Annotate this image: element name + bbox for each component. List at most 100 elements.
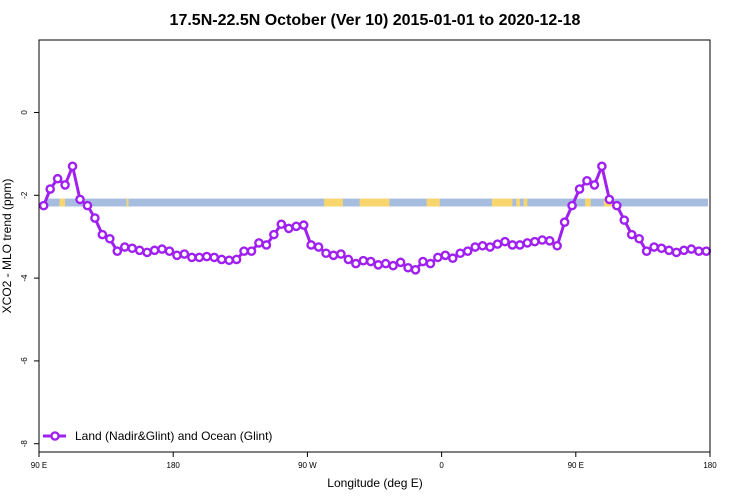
- data-point: [447, 253, 458, 264]
- data-point: [641, 246, 652, 256]
- data-point: [500, 236, 510, 247]
- data-point: [38, 200, 49, 211]
- data-point: [82, 200, 93, 211]
- data-point: [157, 244, 167, 254]
- y-axis-label: XCO2 - MLO trend (ppm): [0, 179, 14, 314]
- data-point: [537, 235, 548, 245]
- y-axis: 0 -2 -4 -6 -8: [20, 110, 39, 447]
- x-tick-label: 180: [703, 461, 717, 470]
- data-point: [440, 250, 451, 261]
- data-point: [224, 255, 234, 266]
- y-tick-label: 0: [20, 110, 29, 115]
- data-point: [75, 194, 85, 205]
- data-point: [164, 246, 175, 256]
- x-axis-label: Longitude (deg E): [327, 476, 422, 490]
- y-tick-label: -4: [20, 274, 29, 282]
- data-point: [216, 254, 227, 265]
- land-band-segment: [585, 198, 591, 207]
- data-point: [313, 242, 324, 252]
- data-point: [388, 260, 398, 271]
- x-tick-label: 90 E: [31, 461, 47, 470]
- x-tick-label: 90 W: [298, 461, 317, 470]
- land-band-segment: [324, 198, 343, 207]
- data-point: [664, 245, 674, 256]
- data-point: [194, 252, 205, 263]
- data-point: [410, 265, 421, 275]
- data-point: [656, 243, 667, 254]
- data-point: [626, 229, 637, 240]
- data-point: [701, 246, 712, 256]
- data-point: [559, 217, 570, 227]
- data-point: [671, 247, 682, 258]
- data-point: [529, 236, 540, 247]
- data-point: [269, 229, 279, 240]
- data-point: [105, 233, 115, 244]
- legend-marker-swatch: [50, 431, 60, 441]
- data-point: [187, 252, 197, 263]
- plot-frame: [38, 39, 711, 453]
- data-point: [365, 256, 376, 267]
- x-tick-label: 0: [439, 461, 444, 470]
- data-point: [582, 175, 592, 186]
- land-band-segment: [126, 198, 129, 207]
- data-point: [67, 161, 78, 172]
- data-point: [485, 242, 495, 252]
- data-point: [462, 246, 473, 256]
- data-point: [142, 247, 152, 258]
- data-point: [507, 240, 518, 250]
- data-point: [291, 221, 302, 232]
- data-point: [112, 246, 123, 256]
- land-band-segment: [491, 198, 513, 207]
- land-band-segment: [59, 198, 66, 207]
- data-point: [492, 239, 503, 249]
- data-point: [619, 215, 630, 225]
- land-band-segment: [516, 198, 520, 207]
- data-point: [552, 240, 562, 251]
- data-point: [403, 262, 413, 273]
- y-tick-label: -2: [20, 191, 29, 199]
- data-point: [380, 258, 391, 269]
- data-point: [515, 240, 525, 250]
- data-point: [343, 254, 354, 265]
- data-point: [418, 256, 428, 267]
- data-point: [395, 257, 406, 268]
- data-point: [276, 219, 287, 230]
- data-point: [358, 255, 369, 266]
- data-point: [351, 258, 361, 269]
- data-point: [45, 184, 55, 194]
- data-point: [634, 233, 644, 244]
- chart-title: 17.5N-22.5N October (Ver 10) 2015-01-01 …: [170, 12, 581, 29]
- data-point: [239, 246, 249, 256]
- data-point: [544, 236, 555, 246]
- data-point: [246, 246, 257, 256]
- data-point: [470, 242, 480, 252]
- legend-label: Land (Nadir&Glint) and Ocean (Glint): [75, 429, 272, 443]
- data-point: [612, 200, 622, 211]
- data-point: [321, 248, 331, 259]
- data-point: [283, 223, 294, 234]
- data-point: [179, 249, 190, 259]
- data-point: [589, 180, 600, 190]
- data-point: [149, 245, 160, 256]
- data-point: [134, 245, 145, 256]
- data-point: [679, 245, 689, 256]
- data-point: [201, 251, 212, 262]
- data-point: [694, 246, 704, 256]
- x-axis: 90 E 180 90 W 0 90 E 180: [31, 452, 717, 470]
- data-point: [231, 254, 242, 265]
- data-point: [597, 161, 607, 172]
- data-point: [209, 252, 220, 263]
- x-tick-label: 180: [167, 461, 181, 470]
- data-point: [90, 213, 100, 223]
- data-point: [604, 194, 615, 205]
- data-point: [336, 249, 346, 259]
- data-point: [455, 248, 466, 259]
- data-point: [52, 173, 63, 184]
- data-point: [119, 242, 130, 252]
- data-point: [306, 240, 316, 250]
- data-point: [127, 243, 137, 254]
- land-band-segment: [426, 198, 440, 207]
- data-point: [172, 250, 182, 261]
- data-point: [522, 238, 533, 248]
- data-point: [97, 229, 108, 240]
